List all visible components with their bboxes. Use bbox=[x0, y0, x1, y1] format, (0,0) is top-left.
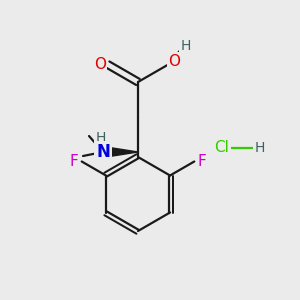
Text: O: O bbox=[168, 54, 180, 69]
Text: H: H bbox=[96, 131, 106, 145]
Text: H: H bbox=[181, 39, 191, 53]
Text: O: O bbox=[94, 57, 106, 72]
Text: H: H bbox=[255, 141, 265, 155]
Text: Cl: Cl bbox=[214, 140, 230, 155]
Text: N: N bbox=[96, 143, 110, 161]
Text: F: F bbox=[198, 154, 207, 169]
Polygon shape bbox=[103, 146, 138, 158]
Text: F: F bbox=[69, 154, 78, 169]
